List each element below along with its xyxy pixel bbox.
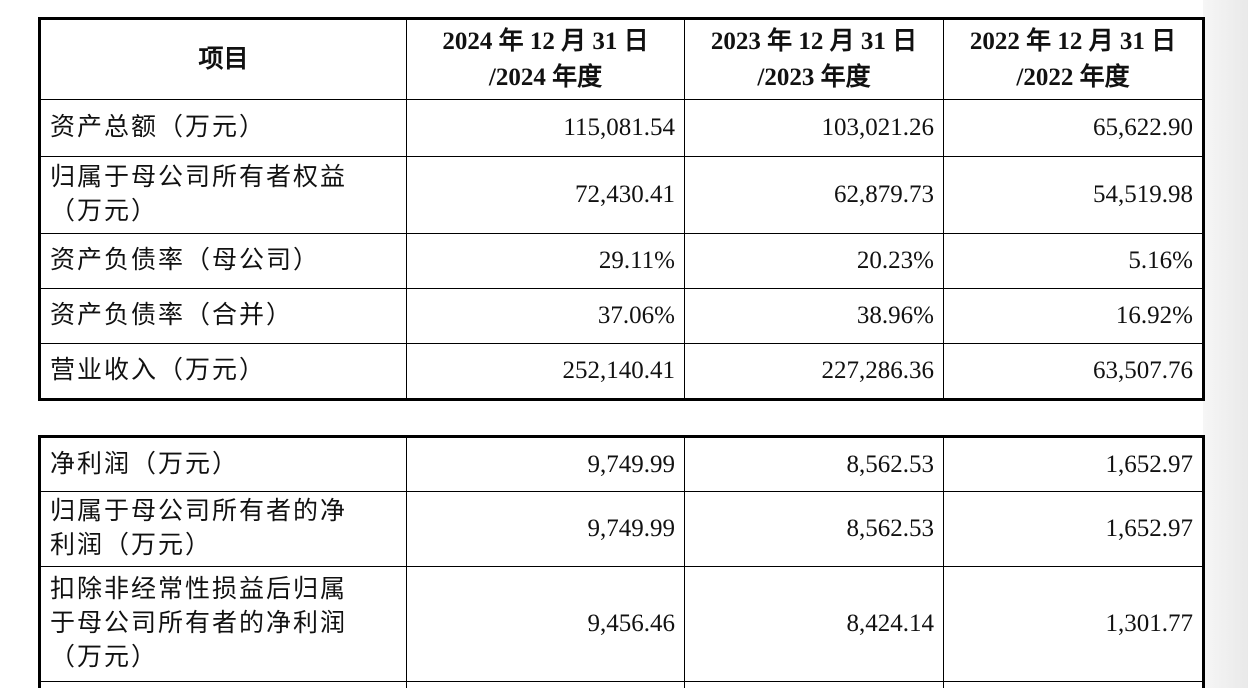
value-cell: 1,301.77 [943,566,1204,682]
value-cell: 54,519.98 [943,156,1204,234]
value-cell: 38.96% [684,288,944,344]
value-cell: 8,562.53 [684,491,944,567]
value-cell: 103,021.26 [684,99,944,157]
cell-line: （万元） [50,644,159,671]
header-cell: 项目 [39,18,407,100]
table-top: 项目 2024 年 12 月 31 日/2024 年度 2023 年 12 月 31… [38,17,1205,401]
value-cell: 1,652.97 [943,436,1204,492]
table-row: 归属于母公司所有者权益 （万元） 72,430.41 62,879.73 54,519.… [39,156,1204,234]
value-cell: 9,456.46 [406,566,685,682]
header-row: 项目 2024 年 12 月 31 日/2024 年度 2023 年 12 月 31… [39,18,1204,100]
row-label: 资产负债率（合并） [39,288,407,344]
table-row: 净利润（万元） 9,749.99 8,562.53 1,652.97 [39,436,1204,492]
value-cell: 9,749.99 [406,491,685,567]
value-cell: 5.16% [943,233,1204,289]
header-cell: 2023 年 12 月 31 日/2023 年度 [684,18,944,100]
cell-line: 项目 [198,45,249,73]
value-cell: 8,424.14 [684,566,944,682]
row-label: 净利润（万元） [39,436,407,492]
value-cell: 65,622.90 [943,99,1204,157]
cell-line: /2024 年度 [488,63,603,91]
table-row: 扣除非经常性损益后归属 于母公司所有者的净利润 （万元） 9,456.46 8,424.… [39,566,1204,682]
value-cell: 115,081.54 [406,99,685,157]
value-cell: 16.92% [943,288,1204,344]
cell-line: 营业收入（万元） [50,357,267,384]
cell-line: 于母公司所有者的净利润 [50,610,348,637]
cell-line: 扣除非经常性损益后归属 [50,576,348,603]
row-label: 扣除非经常性损益后归属 于母公司所有者的净利润 （万元） [39,566,407,682]
cell-line: 资产负债率（合并） [50,302,294,329]
table-row: 资产负债率（合并） 37.06% 38.96% 16.92% [39,288,1204,344]
empty-cell [684,681,944,688]
value-cell: 1,652.97 [943,491,1204,567]
empty-cell [39,681,407,688]
row-label: 归属于母公司所有者的净 利润（万元） [39,491,407,567]
value-cell: 227,286.36 [684,343,944,400]
value-cell: 72,430.41 [406,156,685,234]
value-cell: 8,562.53 [684,436,944,492]
table-row: 归属于母公司所有者的净 利润（万元） 9,749.99 8,562.53 1,652.9… [39,491,1204,567]
cell-line: 资产总额（万元） [50,114,267,141]
cell-line: 2023 年 12 月 31 日 [710,27,918,55]
cell-line: 2022 年 12 月 31 日 [969,27,1177,55]
value-cell: 37.06% [406,288,685,344]
cell-line: 资产负债率（母公司） [50,247,321,274]
value-cell: 29.11% [406,233,685,289]
cell-line: 利润（万元） [50,532,213,559]
empty-cell [406,681,685,688]
header-cell: 2024 年 12 月 31 日/2024 年度 [406,18,685,100]
value-cell: 62,879.73 [684,156,944,234]
side-strip [1203,0,1248,688]
table-row: 资产负债率（母公司） 29.11% 20.23% 5.16% [39,233,1204,289]
value-cell: 252,140.41 [406,343,685,400]
row-label: 营业收入（万元） [39,343,407,400]
cell-line: 2024 年 12 月 31 日 [442,27,649,55]
cell-line: （万元） [50,198,159,225]
cell-line: 归属于母公司所有者的净 [50,498,348,525]
cell-line: 净利润（万元） [50,450,240,478]
row-label: 资产负债率（母公司） [39,233,407,289]
row-label: 归属于母公司所有者权益 （万元） [39,156,407,234]
table-row: 资产总额（万元） 115,081.54 103,021.26 65,622.90 [39,99,1204,157]
table-bottom: 净利润（万元） 9,749.99 8,562.53 1,652.97 归属于母公司所有者… [38,435,1205,688]
cell-line: 归属于母公司所有者权益 [50,164,348,191]
cell-line: /2022 年度 [1016,63,1130,91]
value-cell: 9,749.99 [406,436,685,492]
table-row: 营业收入（万元） 252,140.41 227,286.36 63,507.76 [39,343,1204,400]
header-cell: 2022 年 12 月 31 日/2022 年度 [943,18,1204,100]
value-cell: 63,507.76 [943,343,1204,400]
cell-line: /2023 年度 [757,63,871,91]
empty-cell [943,681,1204,688]
table-row [39,681,1204,688]
row-label: 资产总额（万元） [39,99,407,157]
value-cell: 20.23% [684,233,944,289]
